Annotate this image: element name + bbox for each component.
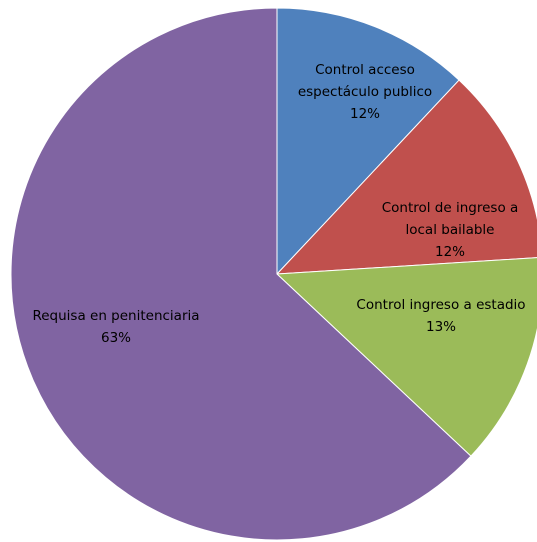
pie-slice [10, 7, 472, 541]
slice-label: Control acceso espectáculo publico 12% [290, 59, 440, 125]
slice-label: Requisa en penitenciaria 63% [16, 305, 216, 349]
pie-slice [275, 257, 537, 457]
category-label: Control acceso espectáculo publico [297, 62, 433, 100]
category-label: Requisa en penitenciaria [32, 308, 200, 324]
pie-slice [276, 7, 460, 276]
value-label: 13% [425, 319, 456, 335]
value-label: 12% [349, 106, 380, 122]
category-label: Control ingreso a estadio [356, 297, 526, 313]
pie-slice [275, 79, 537, 275]
slice-label: Control de ingreso a local bailable 12% [365, 197, 535, 263]
slice-label: Control ingreso a estadio 13% [346, 294, 536, 338]
value-label: 12% [434, 244, 465, 260]
value-label: 63% [100, 330, 131, 346]
category-label: Control de ingreso a local bailable [381, 200, 519, 238]
